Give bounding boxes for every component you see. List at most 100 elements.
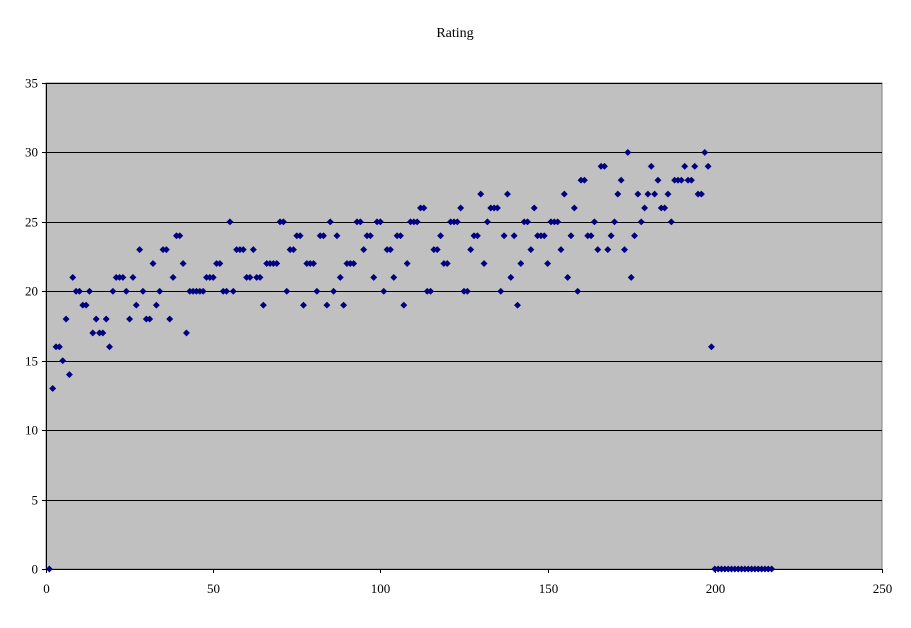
data-point <box>249 246 257 254</box>
data-point <box>49 384 57 393</box>
data-point <box>229 287 237 295</box>
y-tick-label-30: 30 <box>25 145 38 160</box>
data-point <box>146 315 154 323</box>
data-point <box>75 287 83 295</box>
x-tick-label-250: 250 <box>873 581 893 596</box>
gridlines <box>46 83 882 501</box>
data-point <box>92 315 100 323</box>
data-point <box>319 232 328 240</box>
data-point <box>59 357 67 365</box>
data-point <box>156 287 164 295</box>
data-point <box>473 232 481 240</box>
data-point <box>427 287 435 295</box>
data-point <box>366 232 374 240</box>
data-point <box>517 259 525 268</box>
x-tick-label-100: 100 <box>371 581 391 596</box>
data-point <box>564 273 572 281</box>
data-point <box>510 232 518 240</box>
data-point <box>69 273 77 281</box>
data-point <box>480 259 488 268</box>
data-point <box>453 218 461 226</box>
data-point <box>182 329 191 337</box>
data-point <box>634 190 642 198</box>
data-point <box>540 232 548 240</box>
data-point <box>630 232 639 240</box>
data-point <box>109 287 117 295</box>
data-point <box>119 273 127 281</box>
y-tick-label-5: 5 <box>32 493 39 508</box>
data-point <box>326 218 334 226</box>
chart-title: Rating <box>436 26 473 41</box>
plot-area <box>45 82 883 570</box>
data-point <box>701 148 709 156</box>
data-point <box>580 176 588 184</box>
data-point <box>333 232 341 240</box>
data-point <box>136 246 144 254</box>
data-point <box>544 259 552 268</box>
data-point <box>162 246 170 254</box>
data-point <box>400 301 408 309</box>
data-point <box>497 287 505 295</box>
data-point <box>687 176 695 184</box>
data-point <box>600 162 609 170</box>
data-point <box>654 176 662 184</box>
data-point <box>463 287 471 295</box>
x-tick-label-150: 150 <box>539 581 559 596</box>
y-tick-label-10: 10 <box>25 423 38 438</box>
data-point <box>209 273 217 281</box>
data-point <box>216 259 224 268</box>
data-point <box>323 301 331 309</box>
data-point <box>557 246 565 254</box>
data-point <box>768 565 776 573</box>
data-point <box>390 273 398 281</box>
data-point <box>607 232 615 240</box>
data-point <box>651 190 659 198</box>
data-point <box>62 315 70 323</box>
data-point <box>82 301 90 309</box>
data-point <box>503 190 512 198</box>
data-point <box>226 218 234 226</box>
data-point <box>677 176 685 184</box>
data-point <box>176 232 184 240</box>
data-point <box>664 190 672 198</box>
data-point <box>105 343 114 351</box>
data-point <box>624 148 632 156</box>
data-point <box>647 162 655 170</box>
data-point <box>45 565 53 573</box>
x-tick-label-0: 0 <box>43 581 50 596</box>
data-point <box>661 204 669 212</box>
x-axis-tick-labels: 0 50 100 150 200 250 <box>43 581 892 596</box>
data-point <box>403 259 411 268</box>
data-point <box>309 259 318 268</box>
data-point <box>513 301 522 309</box>
data-point <box>530 204 538 212</box>
data-point <box>523 218 532 226</box>
data-point <box>273 259 281 268</box>
data-point <box>420 204 428 212</box>
data-point <box>386 246 394 254</box>
data-point <box>567 232 575 240</box>
data-point <box>199 287 207 295</box>
data-point <box>590 218 598 226</box>
data-point <box>129 273 137 281</box>
data-point <box>166 315 174 323</box>
data-point <box>132 301 140 309</box>
data-point <box>376 218 384 226</box>
data-point <box>681 162 689 170</box>
data-point <box>627 273 635 281</box>
data-points <box>45 148 776 573</box>
data-point <box>507 273 515 281</box>
data-point <box>330 287 338 295</box>
data-point <box>704 162 712 170</box>
data-point <box>256 273 264 281</box>
data-point <box>493 204 501 212</box>
data-point <box>570 204 578 212</box>
data-point <box>644 190 652 198</box>
data-point <box>617 176 625 184</box>
x-tick-label-200: 200 <box>706 581 726 596</box>
y-tick-label-25: 25 <box>25 215 38 230</box>
data-point <box>360 246 368 254</box>
data-point <box>554 218 562 226</box>
